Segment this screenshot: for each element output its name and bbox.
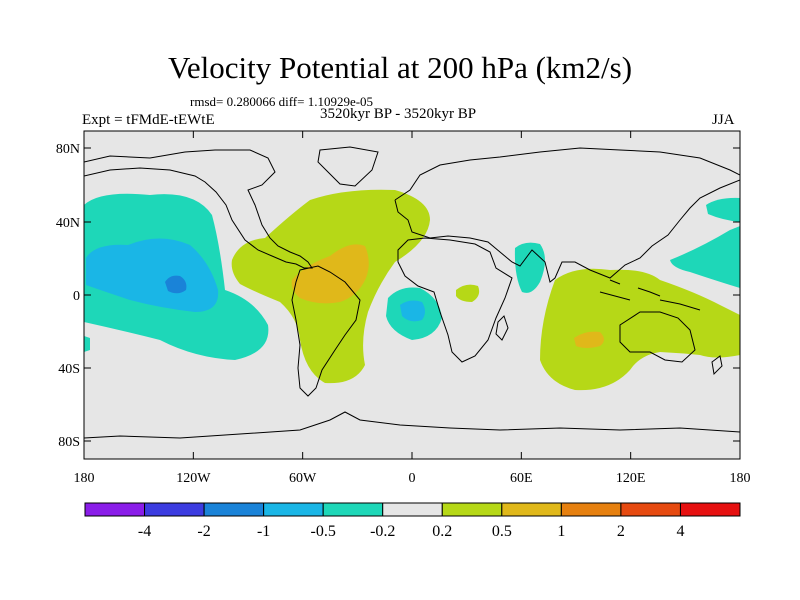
longitude-label: 120W: [176, 471, 211, 486]
colorbar-swatch: [501, 502, 562, 517]
colorbar-label: -0.5: [311, 523, 336, 540]
longitude-label: 60W: [289, 471, 317, 486]
contour-pos-americas-core: [291, 244, 369, 304]
coastline-indonesia: [599, 279, 701, 311]
colorbar-label: -0.2: [370, 523, 395, 540]
longitude-labels: 180 120W 60W 0 60E 120E 180: [74, 471, 751, 486]
latitude-label: 0: [73, 289, 80, 304]
colorbar-label: 2: [617, 523, 625, 540]
colorbar-swatch: [203, 502, 265, 517]
longitude-label: 0: [409, 471, 416, 486]
coastline-africa: [397, 237, 513, 363]
contour-neg-pacific-west-edge: [84, 336, 90, 352]
latitude-label: 40S: [58, 362, 80, 377]
season-label: JJA: [712, 112, 735, 128]
colorbar-swatch: [382, 502, 443, 517]
latitude-labels: 80N 40N 0 40S 80S: [56, 142, 80, 450]
colorbar-label: 4: [676, 523, 684, 540]
longitude-label: 60E: [510, 471, 533, 486]
colorbar-label: -2: [197, 523, 210, 540]
experiment-label: Expt = tFMdE-tEWtE: [82, 112, 215, 128]
coastline-south-america: [291, 265, 361, 397]
contour-pos-indo-pacific: [540, 268, 740, 391]
contour-neg-west-pacific: [670, 226, 740, 288]
colorbar-label: -1: [257, 523, 270, 540]
colorbar-label: 0.5: [492, 523, 512, 540]
colorbar-label: 1: [557, 523, 565, 540]
contour-neg-atlantic-core: [400, 300, 425, 322]
colorbar-swatch: [441, 502, 503, 517]
period-label: 3520kyr BP - 3520kyr BP: [320, 106, 477, 122]
latitude-label: 40N: [56, 216, 80, 231]
coastline-new-zealand: [711, 355, 723, 376]
contour-neg-pacific-core: [165, 275, 187, 294]
colorbar-swatch: [679, 502, 741, 517]
longitude-label: 180: [730, 471, 751, 486]
coastline-madagascar: [495, 315, 509, 341]
colorbar-labels: -4 -2 -1 -0.5 -0.2 0.2 0.5 1 2 4: [138, 523, 685, 540]
contour-neg-pacific-inner: [86, 238, 219, 312]
colorbar-swatch: [560, 502, 622, 517]
colorbar-swatch: [84, 502, 146, 517]
contour-pos-africa-small: [456, 284, 480, 302]
colorbar-swatch: [144, 502, 205, 517]
contour-neg-west-pacific-north: [706, 197, 740, 222]
longitude-label: 180: [74, 471, 95, 486]
colorbar-swatch: [620, 502, 681, 517]
latitude-label: 80S: [58, 435, 80, 450]
colorbar-label: 0.2: [432, 523, 452, 540]
latitude-label: 80N: [56, 142, 80, 157]
colorbar-swatch: [263, 502, 324, 517]
longitude-label: 120E: [616, 471, 646, 486]
coastline-antarctica: [84, 411, 740, 439]
coastline-greenland: [317, 146, 379, 187]
colorbar-label: -4: [138, 523, 151, 540]
map-title: Velocity Potential at 200 hPa (km2/s): [167, 50, 633, 85]
rmsd-diff-stats: rmsd= 0.280066 diff= 1.10929e-05: [190, 94, 374, 109]
coastline-north-america: [84, 149, 313, 269]
coastline-australia: [619, 311, 696, 363]
contour-pos-indo-core: [574, 331, 604, 348]
colorbar-swatch: [322, 502, 384, 517]
colorbar: [84, 502, 741, 517]
coastline-eurasia: [394, 147, 740, 283]
